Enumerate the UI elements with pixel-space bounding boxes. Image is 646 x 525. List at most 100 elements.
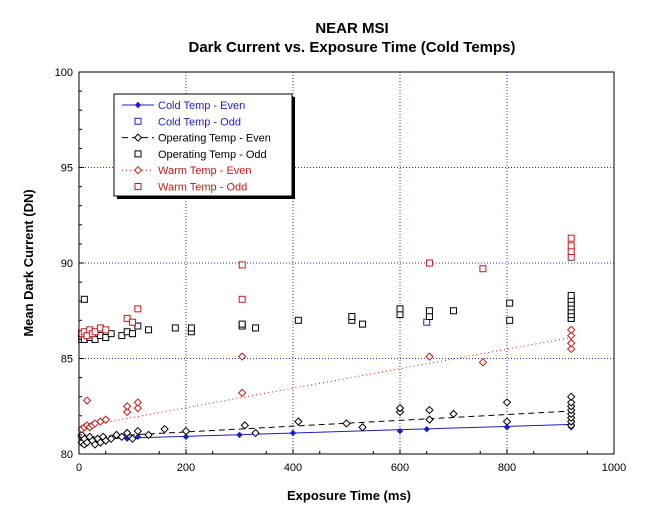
y-tick-label: 100 [55,67,73,79]
data-point [252,324,260,332]
x-tick-label: 1000 [602,462,626,474]
data-point [91,328,99,336]
data-point [133,426,143,436]
x-tick-label: 0 [76,462,82,474]
data-point [187,324,195,332]
data-point [238,261,246,269]
data-point [425,312,433,320]
data-point [423,318,431,326]
data-point [122,407,132,417]
data-point [566,325,576,335]
legend-marker [133,165,143,175]
trend-line [78,423,572,441]
legend-entry-label: Cold Temp - Even [158,100,245,112]
data-point [294,417,303,426]
legend-marker [134,101,142,109]
data-point [567,234,575,242]
data-point [478,358,488,367]
data-point [425,415,434,424]
legend-entry-label: Warm Temp - Even [158,165,252,177]
data-point [566,331,576,340]
data-point [129,330,136,338]
legend-marker [134,150,142,158]
y-axis-label: Mean Dark Current (DN) [21,189,36,336]
data-point [502,417,512,426]
data-point [425,307,433,315]
data-point [102,333,110,341]
data-point [106,434,116,443]
y-tick-label: 95 [61,163,73,175]
data-point [396,305,404,313]
data-point [502,398,512,407]
data-point [134,433,142,441]
x-tick-label: 400 [284,462,302,474]
data-point [118,332,126,340]
data-point [128,434,137,443]
data-point [101,415,110,424]
data-point [425,259,433,267]
legend-entry-label: Operating Temp - Even [158,133,271,145]
data-point [160,424,169,434]
data-point [129,318,136,326]
legend-entry-label: Cold Temp - Odd [158,116,241,128]
data-point [82,396,92,405]
data-point [123,435,131,442]
legend-marker [133,133,143,142]
data-point [566,344,576,354]
data-point [240,421,250,430]
data-point [342,419,351,428]
legend-entry-label: Operating Temp - Odd [158,149,267,161]
x-tick-label: 600 [391,462,409,474]
data-point [396,311,404,319]
data-point [566,392,576,401]
data-point [566,398,576,407]
y-tick-label: 80 [61,449,73,461]
data-point [236,431,243,439]
data-point [144,430,153,440]
trend-lines [78,336,572,441]
data-point [567,242,575,250]
data-point [567,291,575,299]
data-point [171,324,179,332]
data-point [134,305,142,313]
data-point [395,403,405,413]
data-point [567,253,575,261]
data-point [503,424,511,431]
data-point [238,320,246,328]
trend-line [78,336,572,428]
data-point [107,330,115,338]
data-point [289,429,297,437]
data-point [102,326,110,334]
data-point [237,352,247,361]
data-point [134,322,142,330]
data-point [122,428,132,438]
legend-marker [134,183,142,190]
data-point [506,316,514,324]
x-tick-label: 200 [177,462,195,474]
data-point [358,423,367,432]
data-point [449,409,458,419]
legend: Cold Temp - Even Cold Temp - Odd Operating… [113,93,295,199]
y-tick-label: 85 [61,354,73,366]
trend-line [78,410,572,439]
data-point [396,427,404,435]
legend-box [113,93,293,197]
data-point [145,326,153,334]
x-axis-label: Exposure Time (ms) [287,488,411,503]
data-point [450,307,457,315]
data-point [425,352,434,361]
data-point [182,433,190,441]
data-point [294,316,302,324]
x-tick-label: 800 [498,462,516,474]
legend-marker [134,117,142,125]
data-point [348,312,356,320]
data-point [117,432,127,442]
data-point [133,398,143,407]
data-point [181,426,191,436]
data-point [423,425,430,433]
axis-ticks: 0 200 400 600 800 1000 80 85 90 95 100 [55,67,627,474]
legend-entry-label: Warm Temp - Odd [158,182,247,194]
data-point [425,405,434,415]
chart-title: NEAR MSI [315,20,388,37]
